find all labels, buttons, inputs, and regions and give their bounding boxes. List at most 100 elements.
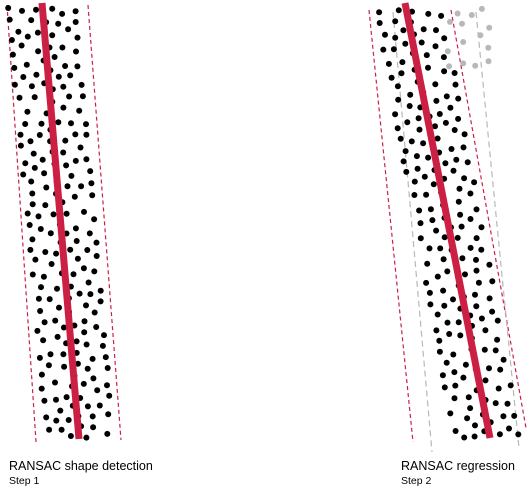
data-point	[392, 111, 399, 118]
data-point	[478, 224, 485, 231]
data-point	[471, 179, 478, 186]
data-point	[478, 246, 485, 253]
caption-regression: RANSAC regression Step 2	[401, 459, 515, 488]
data-point	[49, 5, 56, 12]
data-point	[426, 289, 433, 296]
data-point	[37, 226, 44, 232]
data-point	[407, 91, 414, 98]
data-point	[60, 83, 67, 90]
data-point	[73, 338, 80, 345]
data-point	[453, 156, 460, 163]
data-point	[442, 160, 449, 167]
data-point	[72, 157, 79, 164]
data-point	[430, 181, 437, 188]
data-point	[38, 385, 45, 392]
data-point	[19, 7, 25, 14]
data-point	[481, 346, 488, 353]
data-point	[394, 83, 401, 90]
data-point	[55, 119, 62, 126]
data-point	[441, 35, 448, 42]
data-point	[84, 247, 91, 253]
data-point	[433, 327, 440, 334]
data-point	[74, 255, 81, 262]
data-point	[394, 125, 401, 132]
data-point	[18, 42, 25, 49]
data-point	[79, 93, 86, 100]
data-point	[87, 168, 94, 175]
data-point	[38, 120, 45, 127]
data-point	[45, 362, 52, 369]
data-point	[60, 324, 67, 331]
bound-line-left	[368, 9, 414, 443]
data-point	[78, 183, 85, 190]
data-point	[67, 246, 74, 253]
data-point	[434, 135, 441, 142]
data-point	[392, 34, 399, 41]
data-point	[427, 206, 434, 213]
data-point	[72, 19, 79, 25]
data-point	[494, 336, 501, 343]
data-point	[460, 60, 467, 67]
data-point	[27, 246, 34, 253]
data-point	[60, 149, 67, 156]
inner-bound-right	[475, 11, 520, 449]
data-point	[492, 347, 499, 354]
data-point	[46, 296, 53, 303]
data-point	[62, 137, 69, 144]
data-point	[434, 273, 441, 280]
data-point	[68, 120, 74, 127]
data-point	[29, 201, 36, 208]
data-point	[496, 431, 503, 438]
data-point	[89, 355, 96, 362]
data-point	[450, 167, 457, 174]
data-point	[35, 295, 42, 302]
data-point	[420, 26, 427, 33]
data-point	[74, 34, 81, 41]
data-point	[43, 184, 50, 191]
data-point	[77, 144, 84, 151]
data-point	[28, 17, 35, 24]
data-point	[47, 230, 54, 237]
data-point	[495, 385, 502, 392]
data-point	[433, 227, 440, 234]
data-point	[106, 392, 113, 399]
data-point	[28, 178, 35, 185]
data-point	[467, 244, 474, 251]
data-point	[478, 5, 485, 12]
data-point	[440, 287, 447, 294]
panel-shape-detection	[5, 2, 122, 443]
data-point	[436, 348, 443, 355]
data-point	[53, 417, 60, 424]
data-point	[385, 60, 392, 67]
data-point	[24, 210, 31, 217]
data-point	[33, 71, 40, 78]
data-point	[442, 119, 449, 126]
data-point	[36, 132, 43, 138]
data-point	[417, 235, 424, 242]
data-point	[54, 285, 60, 292]
data-point	[33, 6, 39, 13]
data-point	[444, 268, 451, 275]
data-point	[31, 164, 38, 171]
data-point	[506, 425, 512, 432]
data-point	[67, 433, 74, 439]
data-point	[464, 415, 471, 422]
data-point	[457, 211, 464, 218]
data-point	[425, 10, 432, 17]
data-point	[90, 424, 97, 431]
data-point	[59, 10, 66, 17]
data-point	[64, 183, 71, 190]
data-point	[429, 217, 436, 224]
data-point	[16, 94, 23, 101]
caption-title: RANSAC shape detection	[9, 459, 153, 473]
data-point	[34, 29, 41, 36]
data-point	[84, 403, 91, 410]
data-point	[400, 158, 407, 165]
data-point	[97, 298, 104, 305]
data-point	[485, 58, 492, 65]
data-point	[423, 191, 430, 198]
data-point	[41, 319, 48, 326]
data-point	[91, 309, 98, 316]
data-point	[9, 51, 16, 58]
data-point	[436, 111, 443, 117]
